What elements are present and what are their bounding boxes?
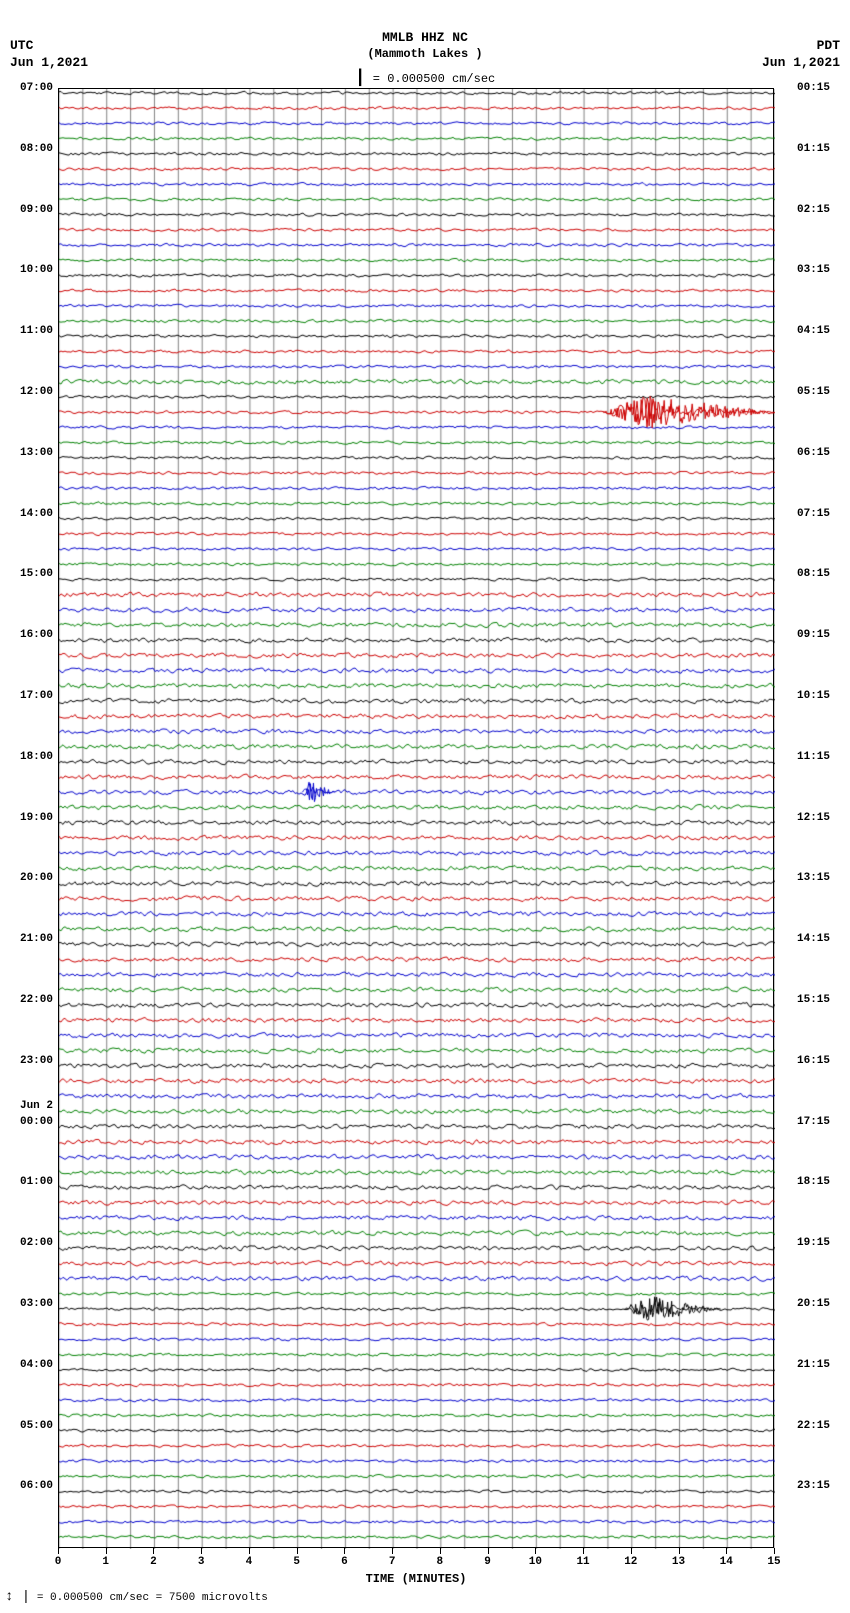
x-tick-mark <box>726 1548 727 1554</box>
y-right-label: 22:15 <box>797 1420 830 1432</box>
chart-title: MMLB HHZ NC <box>0 30 850 47</box>
x-tick-mark <box>106 1548 107 1554</box>
y-right-label: 06:15 <box>797 447 830 459</box>
x-tick-label: 7 <box>389 1556 396 1568</box>
y-left-label: 14:00 <box>20 508 53 520</box>
x-tick-label: 12 <box>624 1556 637 1568</box>
x-tick-mark <box>488 1548 489 1554</box>
x-tick-mark <box>153 1548 154 1554</box>
y-left-label: 03:00 <box>20 1298 53 1310</box>
y-left-label: Jun 2 <box>20 1100 53 1112</box>
y-right-label: 09:15 <box>797 629 830 641</box>
y-right-label: 01:15 <box>797 143 830 155</box>
x-tick-mark <box>392 1548 393 1554</box>
y-left-label: 02:00 <box>20 1237 53 1249</box>
x-tick-mark <box>201 1548 202 1554</box>
x-tick-mark <box>583 1548 584 1554</box>
y-left-label: 13:00 <box>20 447 53 459</box>
y-right-label: 04:15 <box>797 325 830 337</box>
y-left-label: 05:00 <box>20 1420 53 1432</box>
x-tick-label: 10 <box>529 1556 542 1568</box>
x-tick-label: 14 <box>720 1556 733 1568</box>
y-right-label: 00:15 <box>797 82 830 94</box>
chart-subtitle: (Mammoth Lakes ) <box>0 47 850 63</box>
x-tick-label: 15 <box>767 1556 780 1568</box>
x-tick-label: 11 <box>576 1556 589 1568</box>
x-tick-mark <box>535 1548 536 1554</box>
x-tick-label: 1 <box>102 1556 109 1568</box>
y-left-label: 19:00 <box>20 812 53 824</box>
y-left-label: 09:00 <box>20 204 53 216</box>
y-left-label: 12:00 <box>20 386 53 398</box>
x-tick-label: 0 <box>55 1556 62 1568</box>
x-tick-mark <box>440 1548 441 1554</box>
y-left-label: 20:00 <box>20 872 53 884</box>
y-left-label: 00:00 <box>20 1116 53 1128</box>
scale-bar-icon: | <box>355 68 366 88</box>
y-left-label: 21:00 <box>20 933 53 945</box>
footer-bar-icon: ↕ | <box>5 1589 30 1605</box>
y-right-label: 12:15 <box>797 812 830 824</box>
y-left-label: 08:00 <box>20 143 53 155</box>
x-tick-label: 8 <box>437 1556 444 1568</box>
x-tick-label: 2 <box>150 1556 157 1568</box>
y-left-label: 15:00 <box>20 568 53 580</box>
y-right-label: 23:15 <box>797 1480 830 1492</box>
y-right-label: 08:15 <box>797 568 830 580</box>
x-tick-label: 5 <box>293 1556 300 1568</box>
y-right-label: 18:15 <box>797 1176 830 1188</box>
y-right-label: 10:15 <box>797 690 830 702</box>
x-tick-label: 9 <box>484 1556 491 1568</box>
y-left-label: 01:00 <box>20 1176 53 1188</box>
y-right-label: 02:15 <box>797 204 830 216</box>
x-tick-mark <box>679 1548 680 1554</box>
x-tick-mark <box>58 1548 59 1554</box>
y-left-label: 04:00 <box>20 1359 53 1371</box>
x-tick-mark <box>344 1548 345 1554</box>
y-right-label: 03:15 <box>797 264 830 276</box>
seismogram-plot <box>58 88 774 1548</box>
footer-scale: ↕ | = 0.000500 cm/sec = 7500 microvolts <box>5 1589 268 1605</box>
y-left-label: 22:00 <box>20 994 53 1006</box>
y-left-label: 06:00 <box>20 1480 53 1492</box>
y-right-label: 07:15 <box>797 508 830 520</box>
y-left-label: 16:00 <box>20 629 53 641</box>
x-tick-mark <box>774 1548 775 1554</box>
y-left-label: 23:00 <box>20 1055 53 1067</box>
y-left-label: 07:00 <box>20 82 53 94</box>
y-axis-left-labels: 07:0008:0009:0010:0011:0012:0013:0014:00… <box>0 88 55 1548</box>
y-left-label: 11:00 <box>20 325 53 337</box>
x-tick-label: 3 <box>198 1556 205 1568</box>
y-right-label: 20:15 <box>797 1298 830 1310</box>
y-right-label: 17:15 <box>797 1116 830 1128</box>
x-tick-label: 4 <box>246 1556 253 1568</box>
x-tick-mark <box>249 1548 250 1554</box>
x-tick-label: 6 <box>341 1556 348 1568</box>
chart-header: MMLB HHZ NC (Mammoth Lakes ) <box>0 30 850 62</box>
footer-text: = 0.000500 cm/sec = 7500 microvolts <box>37 1592 268 1604</box>
y-right-label: 19:15 <box>797 1237 830 1249</box>
seismogram-canvas <box>59 89 775 1549</box>
y-right-label: 14:15 <box>797 933 830 945</box>
scale-text: = 0.000500 cm/sec <box>373 72 495 86</box>
y-right-label: 15:15 <box>797 994 830 1006</box>
x-tick-mark <box>631 1548 632 1554</box>
scale-reference: | = 0.000500 cm/sec <box>355 68 495 88</box>
y-axis-right-labels: 00:1501:1502:1503:1504:1505:1506:1507:15… <box>795 88 850 1548</box>
x-tick-label: 13 <box>672 1556 685 1568</box>
y-right-label: 11:15 <box>797 751 830 763</box>
y-right-label: 05:15 <box>797 386 830 398</box>
y-left-label: 10:00 <box>20 264 53 276</box>
x-tick-mark <box>297 1548 298 1554</box>
y-right-label: 13:15 <box>797 872 830 884</box>
y-left-label: 18:00 <box>20 751 53 763</box>
y-right-label: 16:15 <box>797 1055 830 1067</box>
y-left-label: 17:00 <box>20 690 53 702</box>
y-right-label: 21:15 <box>797 1359 830 1371</box>
x-axis-label: TIME (MINUTES) <box>58 1572 774 1586</box>
